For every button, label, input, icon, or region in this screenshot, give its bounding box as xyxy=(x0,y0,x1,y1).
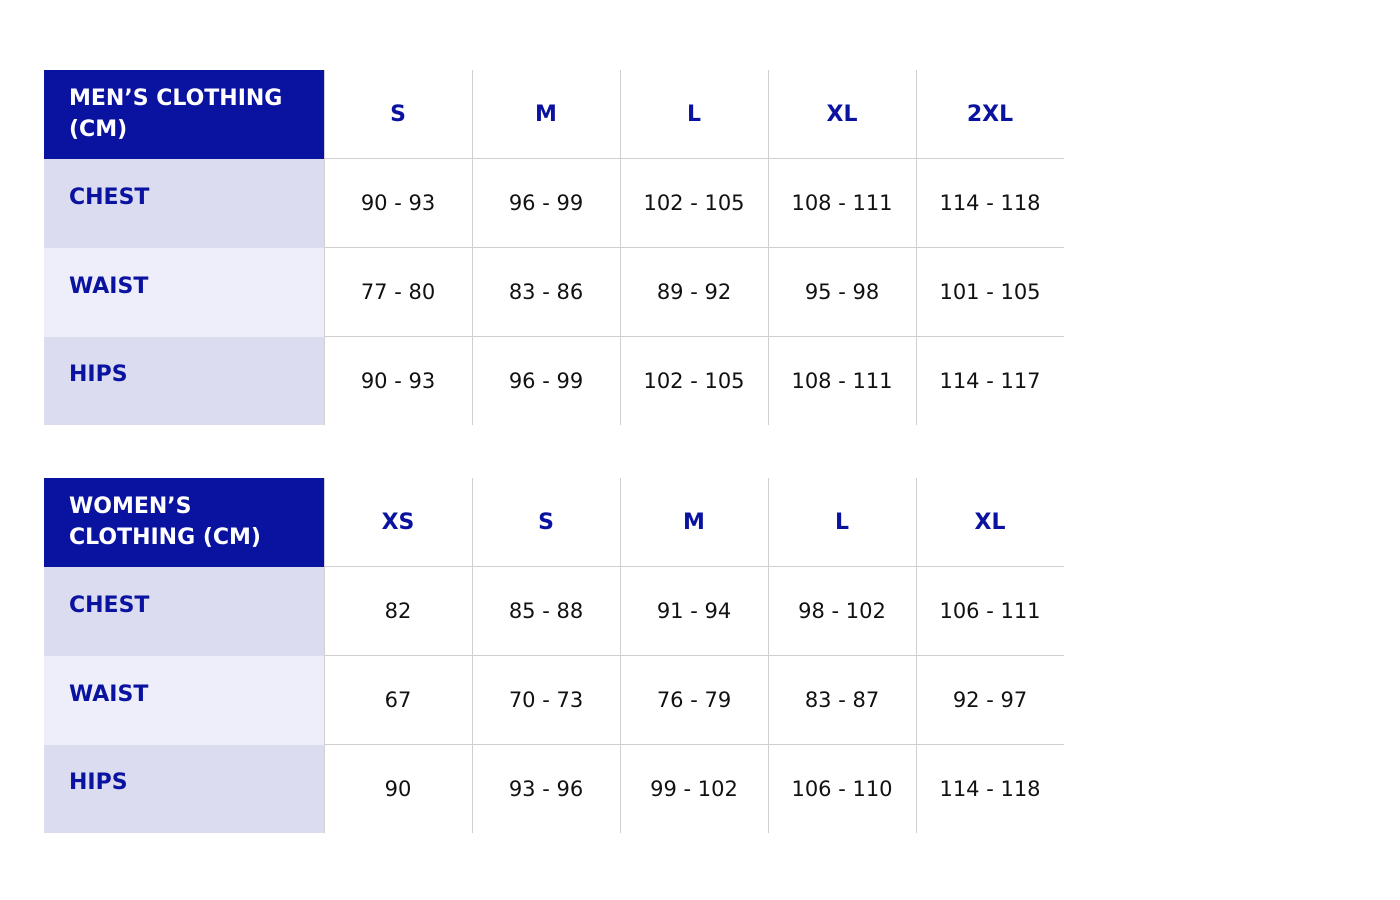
size-header: 2XL xyxy=(915,70,1064,159)
size-header: XL xyxy=(915,478,1064,567)
measurement: 67 xyxy=(323,655,472,745)
measurement: 106 - 110 xyxy=(767,744,916,833)
measurement: 90 - 93 xyxy=(323,336,472,425)
measurement: 114 - 118 xyxy=(915,744,1064,833)
measurement: 83 - 86 xyxy=(471,247,620,337)
row-label: WAIST xyxy=(44,655,324,745)
measurement: 82 xyxy=(323,566,472,656)
size-header: M xyxy=(471,70,620,159)
measurement: 95 - 98 xyxy=(767,247,916,337)
measurement: 70 - 73 xyxy=(471,655,620,745)
measurement: 90 - 93 xyxy=(323,158,472,248)
measurement: 76 - 79 xyxy=(619,655,768,745)
measurement: 90 xyxy=(323,744,472,833)
size-header: S xyxy=(471,478,620,567)
header-row: WOMEN’S CLOTHING (CM) XS S M L XL xyxy=(44,478,1064,567)
measure-row: HIPS 90 - 93 96 - 99 102 - 105 108 - 111 114 … xyxy=(44,336,1064,425)
measurement: 96 - 99 xyxy=(471,158,620,248)
row-label: CHEST xyxy=(44,566,324,656)
row-label: CHEST xyxy=(44,158,324,248)
measurement: 102 - 105 xyxy=(619,158,768,248)
size-header: XS xyxy=(323,478,472,567)
measurement: 114 - 117 xyxy=(915,336,1064,425)
measurement: 108 - 111 xyxy=(767,336,916,425)
measurement: 77 - 80 xyxy=(323,247,472,337)
measurement: 98 - 102 xyxy=(767,566,916,656)
size-header: XL xyxy=(767,70,916,159)
measurement: 93 - 96 xyxy=(471,744,620,833)
size-header: L xyxy=(619,70,768,159)
measurement: 102 - 105 xyxy=(619,336,768,425)
measure-row: WAIST 67 70 - 73 76 - 79 83 - 87 92 - 97 xyxy=(44,655,1064,745)
row-label: HIPS xyxy=(44,744,324,833)
measure-row: CHEST 90 - 93 96 - 99 102 - 105 108 - 111 114… xyxy=(44,158,1064,248)
measurement: 106 - 111 xyxy=(915,566,1064,656)
measurement: 114 - 118 xyxy=(915,158,1064,248)
row-label: HIPS xyxy=(44,336,324,425)
size-header: L xyxy=(767,478,916,567)
measurement: 108 - 111 xyxy=(767,158,916,248)
size-table: WOMEN’S CLOTHING (CM) XS S M L XL CHEST 82 85 - … xyxy=(44,478,1064,833)
size-table: MEN’S CLOTHING (CM) S M L XL 2XL CHEST 90 - 93 9… xyxy=(44,70,1064,425)
size-header: S xyxy=(323,70,472,159)
measure-row: CHEST 82 85 - 88 91 - 94 98 - 102 106 - 111 xyxy=(44,566,1064,656)
measurement: 89 - 92 xyxy=(619,247,768,337)
measurement: 96 - 99 xyxy=(471,336,620,425)
measurement: 92 - 97 xyxy=(915,655,1064,745)
size-header: M xyxy=(619,478,768,567)
measurement: 83 - 87 xyxy=(767,655,916,745)
measurement: 85 - 88 xyxy=(471,566,620,656)
measure-row: HIPS 90 93 - 96 99 - 102 106 - 110 114 - 118 xyxy=(44,744,1064,833)
measure-row: WAIST 77 - 80 83 - 86 89 - 92 95 - 98 101 - 1… xyxy=(44,247,1064,337)
measurement: 101 - 105 xyxy=(915,247,1064,337)
table-title: WOMEN’S CLOTHING (CM) xyxy=(44,478,324,567)
measurement: 91 - 94 xyxy=(619,566,768,656)
measurement: 99 - 102 xyxy=(619,744,768,833)
row-label: WAIST xyxy=(44,247,324,337)
table-title: MEN’S CLOTHING (CM) xyxy=(44,70,324,159)
header-row: MEN’S CLOTHING (CM) S M L XL 2XL xyxy=(44,70,1064,159)
